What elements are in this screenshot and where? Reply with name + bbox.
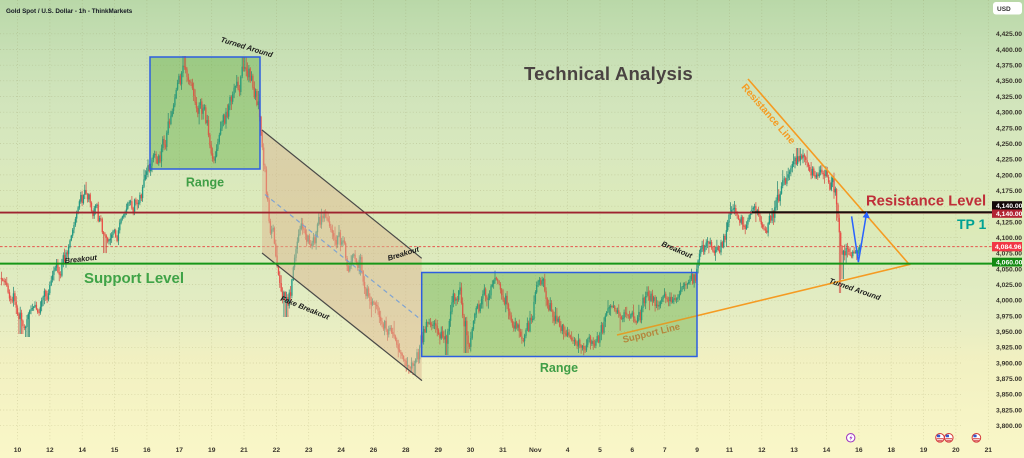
svg-text:5: 5	[598, 447, 602, 454]
svg-text:4,025.00: 4,025.00	[996, 282, 1022, 289]
svg-text:3,900.00: 3,900.00	[996, 360, 1022, 367]
svg-text:4,060.00: 4,060.00	[996, 260, 1023, 267]
svg-text:4,084.96: 4,084.96	[995, 244, 1022, 251]
svg-text:Support Level: Support Level	[84, 270, 184, 287]
svg-text:10: 10	[14, 447, 22, 454]
svg-text:3,925.00: 3,925.00	[996, 345, 1022, 352]
svg-text:4,200.00: 4,200.00	[996, 172, 1022, 179]
svg-text:Breakout: Breakout	[64, 253, 98, 265]
svg-text:4,400.00: 4,400.00	[996, 47, 1022, 54]
svg-text:9: 9	[695, 447, 699, 454]
svg-text:20: 20	[952, 447, 960, 454]
svg-text:18: 18	[887, 447, 895, 454]
svg-text:28: 28	[402, 447, 410, 454]
svg-text:15: 15	[111, 447, 119, 454]
svg-text:19: 19	[920, 447, 928, 454]
svg-text:4,375.00: 4,375.00	[996, 63, 1022, 70]
svg-text:26: 26	[370, 447, 378, 454]
svg-text:24: 24	[337, 447, 345, 454]
svg-text:30: 30	[467, 447, 475, 454]
svg-text:3,875.00: 3,875.00	[996, 376, 1022, 383]
svg-text:Technical Analysis: Technical Analysis	[524, 63, 693, 84]
svg-text:11: 11	[726, 447, 733, 454]
svg-text:4,140.00: 4,140.00	[996, 203, 1023, 210]
svg-text:21: 21	[985, 447, 993, 454]
svg-text:4: 4	[566, 447, 570, 454]
svg-text:4,175.00: 4,175.00	[996, 188, 1022, 195]
svg-text:Gold Spot / U.S. Dollar - 1h -: Gold Spot / U.S. Dollar - 1h - ThinkMark…	[6, 8, 133, 15]
svg-text:23: 23	[305, 447, 313, 454]
svg-text:Range: Range	[540, 361, 578, 375]
svg-text:4,250.00: 4,250.00	[996, 141, 1022, 148]
svg-text:16: 16	[143, 447, 151, 454]
svg-text:12: 12	[758, 447, 766, 454]
svg-text:4,425.00: 4,425.00	[996, 31, 1022, 38]
svg-text:7: 7	[663, 447, 667, 454]
svg-text:4,140.00: 4,140.00	[996, 211, 1023, 218]
svg-text:4,350.00: 4,350.00	[996, 78, 1022, 85]
svg-text:19: 19	[208, 447, 216, 454]
svg-text:3,975.00: 3,975.00	[996, 313, 1022, 320]
svg-text:17: 17	[176, 447, 184, 454]
svg-text:3,850.00: 3,850.00	[996, 392, 1022, 399]
svg-text:Range: Range	[186, 176, 224, 190]
svg-text:16: 16	[855, 447, 863, 454]
svg-text:14: 14	[823, 447, 831, 454]
svg-text:3,950.00: 3,950.00	[996, 329, 1022, 336]
svg-text:4,300.00: 4,300.00	[996, 110, 1022, 117]
svg-text:3,825.00: 3,825.00	[996, 407, 1022, 414]
svg-text:Nov: Nov	[529, 447, 542, 454]
svg-text:4,100.00: 4,100.00	[996, 235, 1022, 242]
svg-text:21: 21	[240, 447, 248, 454]
svg-text:13: 13	[790, 447, 798, 454]
svg-text:29: 29	[434, 447, 442, 454]
svg-text:4,050.00: 4,050.00	[996, 266, 1022, 273]
svg-text:USD: USD	[997, 6, 1011, 13]
svg-text:4,275.00: 4,275.00	[996, 125, 1022, 132]
svg-text:12: 12	[46, 447, 54, 454]
svg-text:Resistance Level: Resistance Level	[866, 194, 986, 210]
svg-text:3,800.00: 3,800.00	[996, 423, 1022, 430]
svg-text:TP 1: TP 1	[957, 216, 987, 232]
svg-text:6: 6	[630, 447, 634, 454]
svg-text:31: 31	[499, 447, 507, 454]
svg-text:4,325.00: 4,325.00	[996, 94, 1022, 101]
svg-text:4,125.00: 4,125.00	[996, 219, 1022, 226]
svg-text:4,000.00: 4,000.00	[996, 298, 1022, 305]
svg-text:4,225.00: 4,225.00	[996, 157, 1022, 164]
svg-text:22: 22	[273, 447, 281, 454]
svg-text:14: 14	[78, 447, 86, 454]
svg-text:4,075.00: 4,075.00	[996, 251, 1022, 258]
